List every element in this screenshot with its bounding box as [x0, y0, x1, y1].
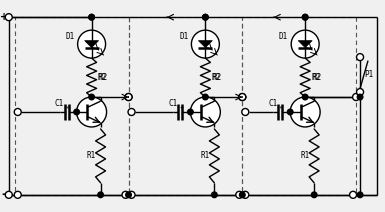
Circle shape — [14, 109, 21, 116]
Circle shape — [239, 192, 245, 198]
Circle shape — [98, 192, 104, 198]
Text: D1: D1 — [65, 32, 75, 41]
Text: Q1: Q1 — [206, 102, 216, 110]
Text: C1: C1 — [268, 99, 278, 107]
Circle shape — [239, 93, 246, 100]
Circle shape — [187, 109, 193, 115]
Text: R2: R2 — [312, 73, 321, 82]
Circle shape — [5, 191, 12, 198]
Circle shape — [128, 109, 135, 116]
Circle shape — [125, 93, 132, 100]
Text: C1: C1 — [55, 99, 64, 107]
Circle shape — [78, 30, 105, 58]
Text: +: + — [0, 12, 8, 22]
Circle shape — [357, 89, 363, 96]
Circle shape — [291, 30, 319, 58]
Circle shape — [5, 14, 12, 21]
Text: C1: C1 — [169, 99, 178, 107]
Text: P1: P1 — [364, 70, 373, 79]
Circle shape — [357, 54, 363, 61]
Text: D1: D1 — [279, 32, 288, 41]
Text: R2: R2 — [211, 73, 221, 82]
Circle shape — [242, 191, 249, 198]
Text: Q1: Q1 — [306, 102, 315, 110]
Text: R1: R1 — [87, 151, 96, 160]
Circle shape — [89, 14, 94, 20]
Polygon shape — [85, 41, 99, 48]
Circle shape — [357, 192, 363, 198]
Circle shape — [353, 93, 360, 100]
Circle shape — [211, 192, 217, 198]
Circle shape — [74, 109, 79, 115]
Circle shape — [239, 93, 246, 100]
Text: R2: R2 — [311, 73, 320, 82]
Polygon shape — [198, 41, 213, 48]
Circle shape — [302, 14, 308, 20]
Circle shape — [191, 97, 220, 127]
Text: -: - — [1, 188, 6, 201]
Circle shape — [357, 94, 363, 100]
Circle shape — [126, 192, 131, 198]
Circle shape — [287, 109, 293, 115]
Text: +: + — [279, 105, 283, 109]
Text: +: + — [179, 105, 183, 109]
Circle shape — [203, 14, 208, 20]
Circle shape — [203, 94, 208, 100]
Circle shape — [203, 14, 208, 20]
Text: R1: R1 — [300, 151, 310, 160]
Text: R2: R2 — [99, 73, 108, 82]
Circle shape — [191, 30, 219, 58]
Text: +: + — [66, 105, 69, 109]
Circle shape — [125, 93, 132, 100]
Text: D1: D1 — [179, 32, 188, 41]
Circle shape — [311, 192, 317, 198]
Text: R1: R1 — [200, 151, 209, 160]
Circle shape — [302, 14, 308, 20]
Text: R2: R2 — [97, 73, 107, 82]
Polygon shape — [298, 41, 312, 48]
Circle shape — [236, 191, 243, 198]
Circle shape — [128, 191, 135, 198]
Circle shape — [302, 94, 308, 100]
Circle shape — [89, 94, 94, 100]
Circle shape — [122, 191, 129, 198]
Circle shape — [14, 191, 21, 198]
Circle shape — [77, 97, 107, 127]
Circle shape — [242, 109, 249, 116]
Text: R2: R2 — [213, 73, 222, 82]
Circle shape — [89, 14, 94, 20]
Circle shape — [290, 97, 320, 127]
Circle shape — [350, 191, 357, 198]
Text: Q1: Q1 — [93, 102, 102, 110]
